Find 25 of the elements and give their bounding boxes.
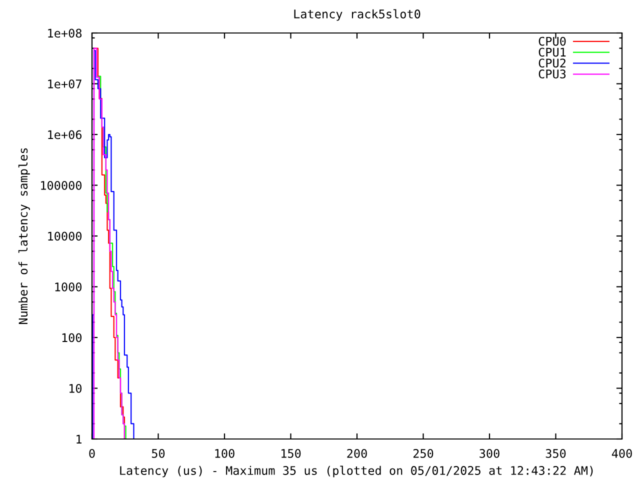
legend-label: CPU3 (538, 70, 566, 78)
chart-title: Latency rack5slot0 (294, 9, 420, 21)
x-tick-label: 50 (152, 448, 165, 458)
y-tick-label: 1e+07 (48, 80, 82, 88)
x-tick-label: 400 (612, 448, 632, 458)
y-tick-label: 1e+08 (48, 28, 82, 38)
y-tick-label: 1 (76, 434, 82, 444)
legend-label: CPU2 (538, 58, 566, 68)
x-tick-label: 350 (546, 448, 566, 458)
y-tick-label: 100000 (41, 181, 82, 190)
y-tick-label: 100 (62, 333, 82, 342)
x-tick-label: 0 (89, 448, 95, 458)
y-tick-label: 10000 (48, 232, 82, 241)
legend-label: CPU1 (538, 48, 566, 57)
x-tick-label: 100 (215, 448, 234, 458)
x-tick-label: 300 (480, 448, 500, 458)
y-tick-label: 1e+06 (48, 130, 82, 140)
x-axis-title: Latency (us) - Maximum 35 us (plotted on 05/01/2025 at 12:43:22 AM) (120, 466, 593, 478)
y-axis-title: Number of latency samples (18, 148, 30, 324)
x-tick-label: 150 (282, 448, 301, 458)
y-tick-label: 10 (69, 384, 82, 393)
x-tick-label: 200 (347, 448, 367, 458)
legend-label: CPU0 (538, 36, 566, 46)
y-tick-label: 1000 (55, 282, 82, 292)
x-tick-label: 250 (413, 448, 434, 458)
